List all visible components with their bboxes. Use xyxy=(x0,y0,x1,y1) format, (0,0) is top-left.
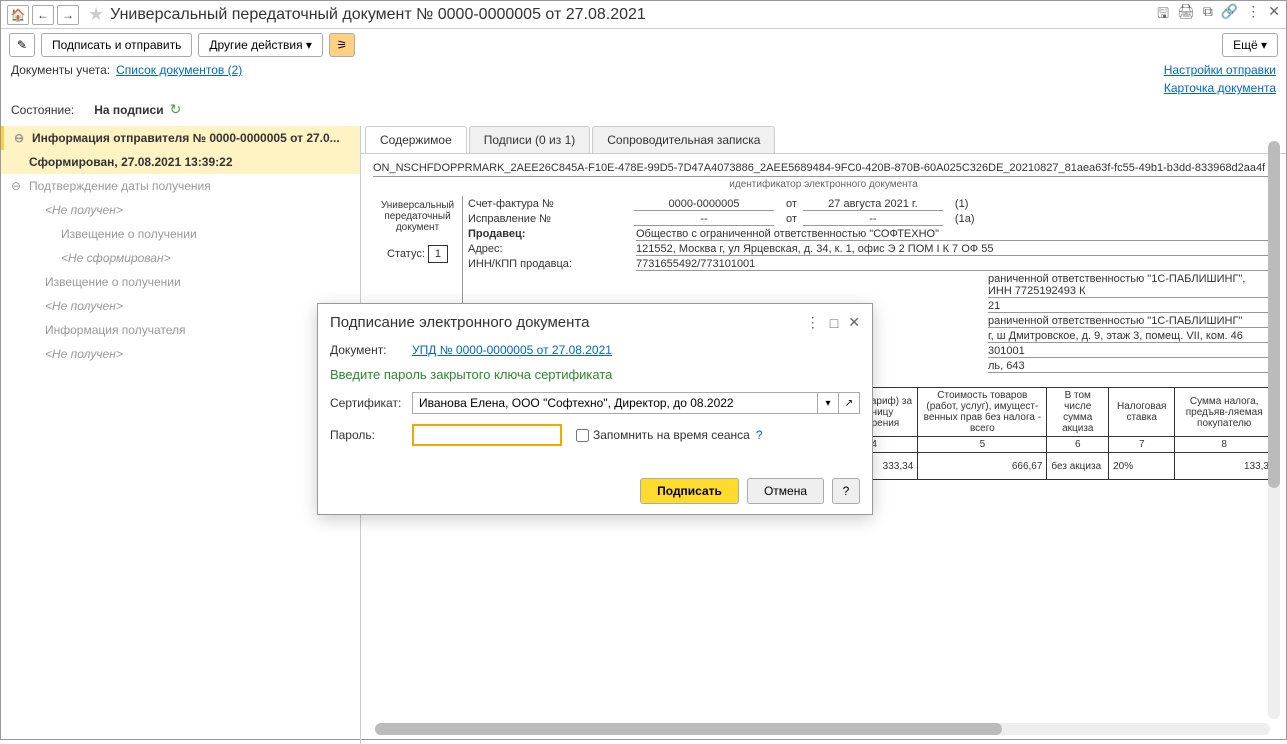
inn-label: ИНН/КПП продавца: xyxy=(468,258,628,270)
tree-recipient-info[interactable]: Информация получателя xyxy=(1,318,360,342)
password-input[interactable] xyxy=(412,424,562,446)
cert-input[interactable] xyxy=(412,392,818,414)
home-button[interactable]: 🏠 xyxy=(7,5,29,25)
tree-panel: ⊖Информация отправителя № 0000-0000005 о… xyxy=(1,126,361,744)
tab-signatures[interactable]: Подписи (0 из 1) xyxy=(469,126,591,153)
sign-send-icon-button[interactable]: ✎ xyxy=(9,33,35,57)
sign-button[interactable]: Подписать xyxy=(640,478,739,504)
back-button[interactable]: ← xyxy=(32,5,54,25)
doc-identifier-label: идентификатор электронного документа xyxy=(373,179,1274,190)
remember-label: Запомнить на время сеанса xyxy=(593,428,750,442)
inn-value: 7731655492/773101001 xyxy=(636,258,1270,271)
scrollbar-vertical[interactable] xyxy=(1268,141,1280,719)
cert-dropdown-button[interactable]: ▾ xyxy=(817,392,839,414)
favorite-icon[interactable]: ★ xyxy=(88,4,104,25)
copy-icon[interactable]: ⧉ xyxy=(1203,3,1213,27)
seller-label: Продавец: xyxy=(468,228,628,240)
toolbar: ✎ Подписать и отправить Другие действия … xyxy=(1,29,1286,61)
send-settings-link[interactable]: Настройки отправки xyxy=(1164,63,1276,77)
state-label: Состояние: xyxy=(11,103,74,117)
help-button[interactable]: ? xyxy=(832,478,860,504)
page-title: Универсальный передаточный документ № 00… xyxy=(110,6,1157,24)
address-label: Адрес: xyxy=(468,243,628,255)
sign-modal: Подписание электронного документа ⋮ □ ✕ … xyxy=(317,303,873,515)
docs-list-link[interactable]: Список документов (2) xyxy=(116,63,242,77)
structure-button[interactable]: ⚞ xyxy=(329,33,355,57)
more-button[interactable]: Ещё ▾ xyxy=(1222,33,1278,57)
print-icon[interactable]: 🖨 xyxy=(1177,3,1195,27)
modal-maximize-icon[interactable]: □ xyxy=(830,315,838,331)
topbar: 🏠 ← → ★ Универсальный передаточный докум… xyxy=(1,1,1286,29)
sign-send-button[interactable]: Подписать и отправить xyxy=(41,33,192,57)
modal-title: Подписание электронного документа xyxy=(330,314,796,331)
modal-doc-label: Документ: xyxy=(330,343,412,357)
address-value: 121552, Москва г, ул Ярцевская, д. 34, к… xyxy=(636,243,1270,256)
invoice-number: 0000-0000005 xyxy=(634,198,774,211)
tree-confirm-date-status: <Не получен> xyxy=(1,198,360,222)
modal-close-icon[interactable]: ✕ xyxy=(848,314,860,331)
help-icon[interactable]: ? xyxy=(756,428,763,442)
tree-confirm-date[interactable]: ⊖Подтверждение даты получения xyxy=(1,174,360,198)
tab-cover-note[interactable]: Сопроводительная записка xyxy=(592,126,775,153)
remember-checkbox[interactable] xyxy=(576,429,589,442)
other-actions-button[interactable]: Другие действия ▾ xyxy=(198,33,323,57)
refresh-icon[interactable]: ↻ xyxy=(170,101,182,118)
correction-label: Исправление № xyxy=(468,213,628,225)
cert-open-button[interactable]: ↗ xyxy=(838,392,860,414)
scrollbar-horizontal[interactable] xyxy=(375,723,1270,735)
state-value: На подписи xyxy=(94,103,163,117)
tree-sender-info[interactable]: ⊖Информация отправителя № 0000-0000005 о… xyxy=(1,126,360,150)
tab-content[interactable]: Содержимое xyxy=(365,126,467,153)
modal-prompt: Введите пароль закрытого ключа сертифика… xyxy=(330,367,860,382)
link-icon[interactable]: 🔗 xyxy=(1221,3,1238,27)
modal-doc-link[interactable]: УПД № 0000-0000005 от 27.08.2021 xyxy=(412,343,612,357)
forward-button[interactable]: → xyxy=(57,5,79,25)
tree-receipt-notice-2[interactable]: Извещение о получении xyxy=(1,270,360,294)
status-value: 1 xyxy=(428,245,448,263)
menu-icon[interactable]: ⋮ xyxy=(1246,3,1260,27)
pwd-label: Пароль: xyxy=(330,428,412,442)
doc-identifier: ON_NSCHFDOPPRMARK_2AEE26C845A-F10E-478E-… xyxy=(373,162,1274,177)
doc-card-link[interactable]: Карточка документа xyxy=(1164,81,1276,95)
tree-receipt-notice-2-status: <Не получен> xyxy=(1,294,360,318)
docs-label: Документы учета: xyxy=(11,63,110,77)
close-icon[interactable]: ✕ xyxy=(1268,3,1280,27)
modal-menu-icon[interactable]: ⋮ xyxy=(806,314,820,331)
invoice-date: 27 августа 2021 г. xyxy=(803,198,943,211)
cert-label: Сертификат: xyxy=(330,396,412,410)
tree-receipt-notice-1[interactable]: Извещение о получении xyxy=(1,222,360,246)
tree-sender-status[interactable]: Сформирован, 27.08.2021 13:39:22 xyxy=(1,150,360,174)
cancel-button[interactable]: Отмена xyxy=(747,478,824,504)
upd-label: Универсальный передаточный документ xyxy=(377,200,458,233)
seller-value: Общество с ограниченной ответственностью… xyxy=(636,228,1270,241)
tree-receipt-notice-1-status: <Не сформирован> xyxy=(1,246,360,270)
tree-recipient-info-status: <Не получен> xyxy=(1,342,360,366)
save-icon[interactable]: 🖫 xyxy=(1157,3,1169,27)
invoice-label: Счет-фактура № xyxy=(468,198,628,210)
